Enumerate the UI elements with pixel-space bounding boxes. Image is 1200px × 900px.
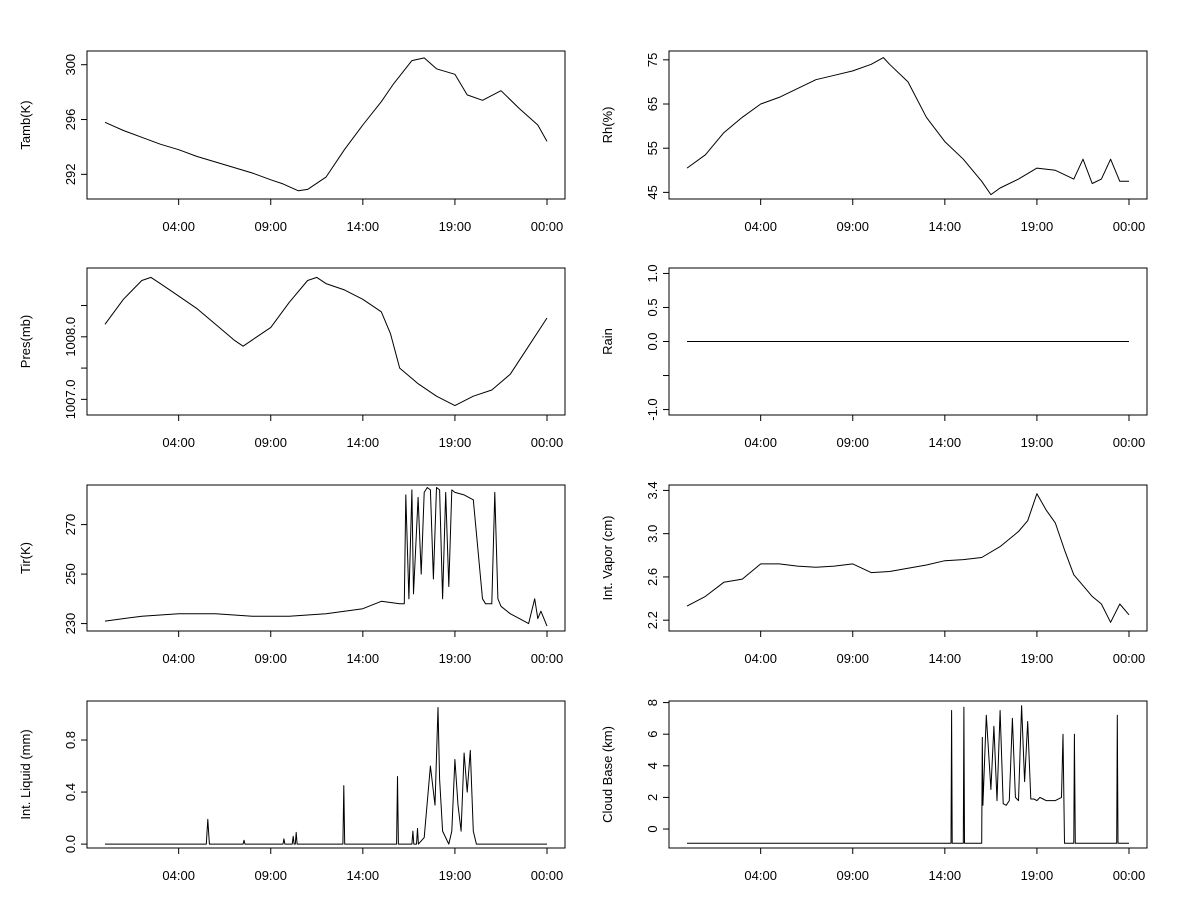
y-tick-label: 0.5 [645,298,660,316]
y-tick-label: 1007.0 [63,379,78,419]
x-tick-label: 09:00 [254,435,287,450]
y-axis-label: Cloud Base (km) [600,726,615,823]
y-tick-label: 0.0 [645,332,660,350]
x-tick-label: 04:00 [162,868,195,883]
x-tick-label: 04:00 [162,651,195,666]
y-tick-label: -1.0 [645,398,660,420]
x-tick-label: 00:00 [531,219,564,234]
x-tick-label: 19:00 [1021,651,1054,666]
data-line [686,57,1129,196]
y-tick-label: 230 [63,613,78,635]
data-line [104,487,548,627]
x-tick-label: 14:00 [929,435,962,450]
x-tick-label: 19:00 [1021,219,1054,234]
data-line [687,705,1129,844]
y-tick-label: 0.0 [63,835,78,853]
plot-frame-6 [668,484,1148,632]
y-tick-label: 75 [645,53,660,67]
y-tick-label: 1.0 [645,264,660,282]
x-tick-label: 09:00 [254,651,287,666]
y-axis-label: Pres(mb) [18,315,33,368]
x-tick-label: 09:00 [836,868,869,883]
y-tick-label: 6 [645,731,660,738]
x-tick-label: 09:00 [836,435,869,450]
x-tick-label: 14:00 [929,651,962,666]
data-line [104,276,548,407]
x-tick-label: 00:00 [531,435,564,450]
x-tick-label: 09:00 [836,651,869,666]
x-tick-label: 00:00 [1113,868,1146,883]
x-tick-label: 19:00 [439,435,472,450]
data-line [686,493,1130,623]
y-tick-label: 250 [63,563,78,585]
x-tick-label: 04:00 [744,435,777,450]
x-tick-label: 04:00 [744,651,777,666]
plot-frame-7 [86,700,566,849]
y-axis-label: Rain [600,328,615,355]
y-axis-label: Int. Liquid (mm) [18,729,33,819]
y-tick-label: 45 [645,185,660,199]
y-tick-label: 55 [645,141,660,155]
y-axis-label: Tir(K) [18,542,33,574]
y-tick-label: 3.0 [645,525,660,543]
x-tick-label: 14:00 [347,651,380,666]
x-tick-label: 09:00 [254,219,287,234]
y-tick-label: 1008.0 [63,317,78,357]
x-tick-label: 00:00 [1113,219,1146,234]
y-tick-label: 2.6 [645,568,660,586]
y-axis-label: Int. Vapor (cm) [600,515,615,600]
x-tick-label: 19:00 [1021,435,1054,450]
x-tick-label: 14:00 [929,868,962,883]
plot-frame-8 [668,700,1148,849]
y-axis-label: Rh(%) [600,107,615,144]
y-tick-label: 0 [645,825,660,832]
x-tick-label: 19:00 [439,651,472,666]
x-tick-label: 19:00 [439,868,472,883]
x-tick-label: 09:00 [836,219,869,234]
y-tick-label: 300 [63,54,78,76]
x-tick-label: 00:00 [531,868,564,883]
data-line [105,707,547,845]
plot-frame-5 [86,484,566,632]
y-tick-label: 4 [645,762,660,769]
x-tick-label: 14:00 [347,868,380,883]
y-tick-label: 2 [645,794,660,801]
x-tick-label: 09:00 [254,868,287,883]
plot-frame-1 [86,50,566,200]
x-tick-label: 14:00 [929,219,962,234]
y-tick-label: 0.4 [63,783,78,801]
x-tick-label: 19:00 [439,219,472,234]
x-tick-label: 04:00 [162,219,195,234]
plot-frame-3 [86,267,566,416]
y-tick-label: 65 [645,97,660,111]
y-tick-label: 296 [63,109,78,131]
data-line [104,57,548,192]
x-tick-label: 14:00 [347,435,380,450]
x-tick-label: 04:00 [162,435,195,450]
y-tick-label: 3.4 [645,481,660,499]
y-axis-label: Tamb(K) [18,100,33,149]
y-tick-label: 2.2 [645,611,660,629]
plot-frame-2 [668,50,1148,200]
x-tick-label: 14:00 [347,219,380,234]
x-tick-label: 04:00 [744,219,777,234]
x-tick-label: 00:00 [531,651,564,666]
x-tick-label: 00:00 [1113,651,1146,666]
x-tick-label: 04:00 [744,868,777,883]
x-tick-label: 19:00 [1021,868,1054,883]
y-tick-label: 270 [63,514,78,536]
y-tick-label: 292 [63,163,78,185]
y-tick-label: 0.8 [63,731,78,749]
y-tick-label: 8 [645,699,660,706]
x-tick-label: 00:00 [1113,435,1146,450]
